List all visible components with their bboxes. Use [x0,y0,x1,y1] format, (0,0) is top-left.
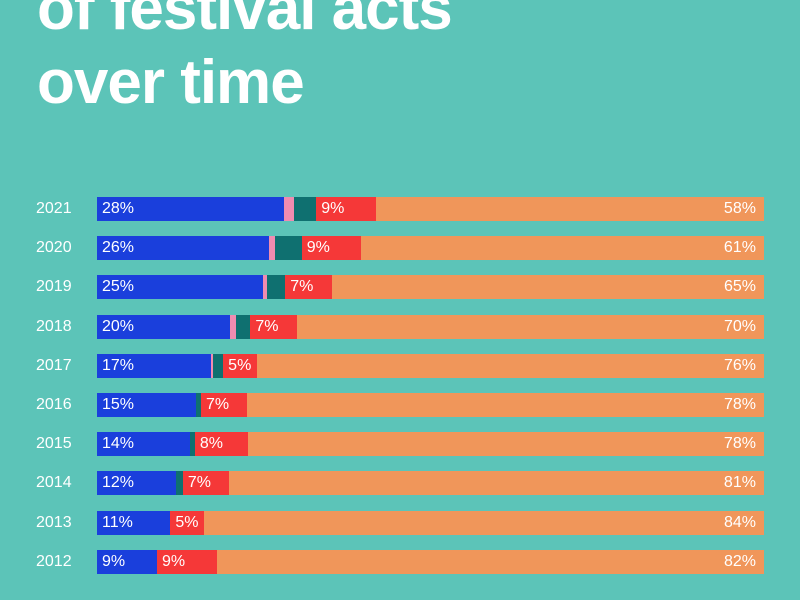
data-label: 8% [199,435,224,453]
bar-segment-red: 5% [223,353,257,378]
data-label: 82% [723,552,756,570]
bar-segment-red: 9% [316,197,377,221]
data-label: 14% [102,435,135,453]
bar-segment-teal [294,197,317,221]
title-line: of festival acts [37,0,453,43]
bar-segment-red: 9% [301,236,362,261]
year-label: 2021 [36,200,72,217]
bar-segment-orange: 76% [256,353,764,378]
data-label: 20% [102,317,135,335]
data-label: 65% [723,278,756,296]
data-label: 58% [723,200,756,217]
bar-segment-pink [284,197,295,221]
data-label: 9% [102,552,126,570]
year-label: 2012 [36,552,72,570]
bar-segment-red: 7% [200,393,248,417]
bar-segment-orange: 58% [376,197,764,221]
year-label: 2020 [36,239,72,257]
bar-row: 15% 7% 78% [97,393,764,417]
bar-segment-blue: 17% [97,353,211,378]
bar-segment-teal [176,471,183,496]
bar-segment-orange: 84% [203,510,764,535]
bar-segment-orange: 82% [217,549,764,574]
title-line: over time [37,48,305,117]
year-label: 2013 [36,513,72,531]
bar-row: 11% 5% 84% [97,510,764,535]
bar-row: 26% 9% 61% [97,236,764,261]
bar-segment-orange: 65% [331,275,764,300]
data-label: 9% [306,239,330,257]
data-label: 26% [102,239,135,257]
bar-segment-blue: 25% [97,275,264,300]
data-label: 70% [723,317,756,335]
bar-segment-orange: 78% [247,393,764,417]
bar-row: 25% 7% 65% [97,275,764,300]
data-label: 17% [102,356,135,374]
bar-row: 28% 9% 58% [97,197,764,221]
year-label: 2017 [36,356,72,374]
bar-segment-pink [268,236,276,261]
bar-segment-red: 7% [250,314,298,339]
bar-row: 12% 7% 81% [97,471,764,496]
bar-segment-red: 5% [170,510,204,535]
data-label: 9% [321,200,345,217]
bar-segment-red: 9% [157,549,218,574]
year-label: 2019 [36,278,72,296]
data-label: 12% [102,474,135,492]
chart-title: of festival acts over time [37,0,453,120]
bar-segment-pink [210,353,213,378]
bar-segment-teal [267,275,286,300]
bar-segment-red: 7% [182,471,230,496]
data-label: 7% [290,278,314,296]
bar-segment-teal [189,432,195,457]
data-label: 7% [255,317,279,335]
year-label: 2016 [36,396,72,413]
bar-segment-blue: 28% [97,197,285,221]
bar-row: 9% 9% 82% [97,549,764,574]
bar-row: 20% 7% 70% [97,314,764,339]
bar-segment-blue: 20% [97,314,231,339]
data-label: 5% [228,356,252,374]
data-label: 5% [175,513,199,531]
bar-segment-red: 8% [194,432,248,457]
year-label: 2014 [36,474,72,492]
data-label: 7% [187,474,211,492]
bar-segment-teal [212,353,224,378]
data-label: 61% [723,239,756,257]
data-label: 9% [162,552,186,570]
data-label: 11% [102,513,133,531]
bar-segment-blue: 9% [97,549,158,574]
data-label: 25% [102,278,135,296]
data-label: 28% [102,200,135,217]
bar-segment-teal [235,314,251,339]
bar-segment-blue: 15% [97,393,197,417]
data-label: 15% [102,396,135,413]
bar-row: 17% 5% 76% [97,353,764,378]
bar-segment-teal [275,236,302,261]
bar-segment-orange: 81% [229,471,764,496]
bar-segment-pink [230,314,236,339]
data-label: 81% [723,474,756,492]
data-label: 84% [723,513,756,531]
bar-segment-blue: 11% [97,510,171,535]
bar-segment-teal [196,393,201,417]
bar-segment-blue: 12% [97,471,177,496]
bar-segment-orange: 61% [361,236,764,261]
bar-segment-pink [263,275,268,300]
data-label: 78% [723,435,756,453]
data-label: 78% [723,396,756,413]
year-label: 2015 [36,435,72,453]
bar-segment-orange: 70% [297,314,764,339]
bar-segment-orange: 78% [247,432,764,457]
year-label: 2018 [36,317,72,335]
bar-row: 14% 8% 78% [97,432,764,457]
bar-segment-blue: 26% [97,236,269,261]
bar-segment-red: 7% [285,275,332,300]
data-label: 7% [205,396,230,413]
data-label: 76% [723,356,756,374]
bar-segment-blue: 14% [97,432,190,457]
